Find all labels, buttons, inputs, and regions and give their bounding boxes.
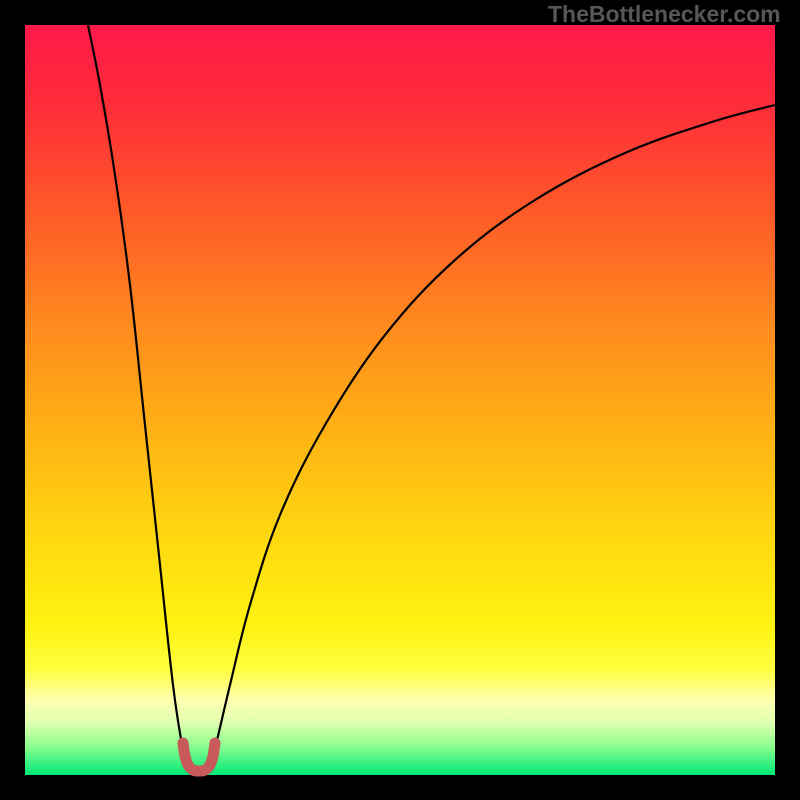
chart-svg — [0, 0, 800, 800]
curve-left-branch — [88, 25, 186, 760]
curve-right-branch — [211, 105, 775, 760]
u-marker — [183, 743, 215, 771]
